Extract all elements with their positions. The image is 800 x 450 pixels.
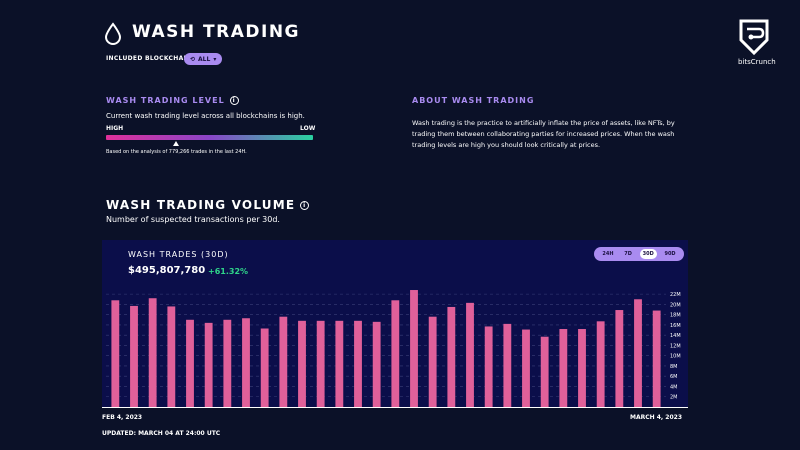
volume-bar[interactable] xyxy=(522,329,530,407)
level-marker xyxy=(173,141,179,146)
volume-bar[interactable] xyxy=(242,318,250,407)
bitscrunch-logo xyxy=(739,19,769,56)
about-text: Wash trading is the practice to artifici… xyxy=(412,119,675,149)
volume-bar[interactable] xyxy=(298,320,306,407)
volume-bar[interactable] xyxy=(111,300,120,407)
timeframe-tabs: 24H 7D 30D 90D xyxy=(594,247,684,261)
volume-heading: WASH TRADING VOLUME i xyxy=(106,198,310,212)
tab-90d[interactable]: 90D xyxy=(664,251,676,257)
tab-24h[interactable]: 24H xyxy=(602,251,614,257)
about-heading: ABOUT WASH TRADING xyxy=(412,96,535,105)
volume-bar[interactable] xyxy=(316,320,325,407)
y-tick-label: 18M xyxy=(670,313,681,319)
volume-bar[interactable] xyxy=(204,322,213,407)
wash-trades-amount: $495,807,780 xyxy=(128,265,206,276)
y-tick-label: 4M xyxy=(670,384,678,390)
low-label: LOW xyxy=(300,125,316,132)
volume-bar[interactable] xyxy=(260,328,269,407)
wash-trading-level-heading: WASH TRADING LEVEL i xyxy=(106,96,239,105)
volume-bar[interactable] xyxy=(223,319,232,407)
level-heading-text: WASH TRADING LEVEL xyxy=(106,96,225,105)
included-blockchains-label: INCLUDED BLOCKCHAINS xyxy=(106,55,196,62)
volume-bar[interactable] xyxy=(130,305,138,407)
date-end: MARCH 4, 2023 xyxy=(630,414,682,421)
tab-30d[interactable]: 30D xyxy=(639,249,657,259)
level-description: Current wash trading level across all bl… xyxy=(106,112,305,120)
level-gradient-bar xyxy=(106,135,313,140)
volume-bar[interactable] xyxy=(559,329,568,407)
volume-bar[interactable] xyxy=(484,326,493,407)
volume-bar[interactable] xyxy=(615,310,624,407)
volume-bar[interactable] xyxy=(540,336,549,407)
y-tick-label: 2M xyxy=(670,395,678,401)
volume-bar[interactable] xyxy=(596,321,605,407)
change-percent: +61.32% xyxy=(208,267,249,276)
tab-7d[interactable]: 7D xyxy=(624,251,632,257)
y-tick-label: 22M xyxy=(670,292,681,298)
panel-title: WASH TRADES (30D) xyxy=(128,250,229,259)
blockchain-filter-value: ALL xyxy=(198,55,211,63)
y-tick-label: 14M xyxy=(670,333,681,339)
blockchain-filter-dropdown[interactable]: ⟲ ALL ▾ xyxy=(184,53,223,65)
page-title: WASH TRADING xyxy=(132,22,300,42)
volume-bar[interactable] xyxy=(279,316,288,407)
volume-bar[interactable] xyxy=(578,329,586,407)
volume-subtitle: Number of suspected transactions per 30d… xyxy=(106,215,280,224)
volume-bar[interactable] xyxy=(148,298,157,407)
volume-bar[interactable] xyxy=(354,320,362,407)
volume-bar[interactable] xyxy=(447,306,456,407)
volume-bar[interactable] xyxy=(335,320,344,407)
volume-bar[interactable] xyxy=(428,316,437,407)
info-icon[interactable]: i xyxy=(229,96,239,105)
volume-bar[interactable] xyxy=(410,290,418,407)
wash-trading-volume-chart: 22M 20M 18M 16M 14M 12M 10M 8M 6M 4M 2M xyxy=(102,290,688,408)
volume-heading-text: WASH TRADING VOLUME xyxy=(106,198,296,212)
volume-bar[interactable] xyxy=(391,300,400,407)
volume-bar[interactable] xyxy=(372,321,381,407)
y-tick-label: 20M xyxy=(670,302,681,308)
y-tick-label: 12M xyxy=(670,343,681,349)
volume-bar[interactable] xyxy=(652,310,661,407)
water-drop-icon xyxy=(104,22,122,45)
volume-bar[interactable] xyxy=(186,319,194,407)
date-start: FEB 4, 2023 xyxy=(102,414,143,421)
updated-timestamp: UPDATED: MARCH 04 AT 24:00 UTC xyxy=(102,430,221,437)
high-label: HIGH xyxy=(106,125,124,132)
info-icon[interactable]: i xyxy=(300,201,310,210)
y-tick-label: 10M xyxy=(670,354,681,360)
y-tick-label: 16M xyxy=(670,323,681,329)
y-tick-label: 8M xyxy=(670,364,678,370)
analysis-basis: Based on the analysis of 779,266 trades … xyxy=(106,149,247,155)
chevron-down-icon: ▾ xyxy=(213,55,217,63)
volume-bar[interactable] xyxy=(466,302,474,407)
volume-bar[interactable] xyxy=(634,299,642,407)
y-tick-label: 6M xyxy=(670,374,678,380)
volume-bar[interactable] xyxy=(167,306,176,407)
chain-icon: ⟲ xyxy=(190,55,196,63)
volume-bar[interactable] xyxy=(503,323,512,407)
brand-name: bitsCrunch xyxy=(738,58,776,66)
